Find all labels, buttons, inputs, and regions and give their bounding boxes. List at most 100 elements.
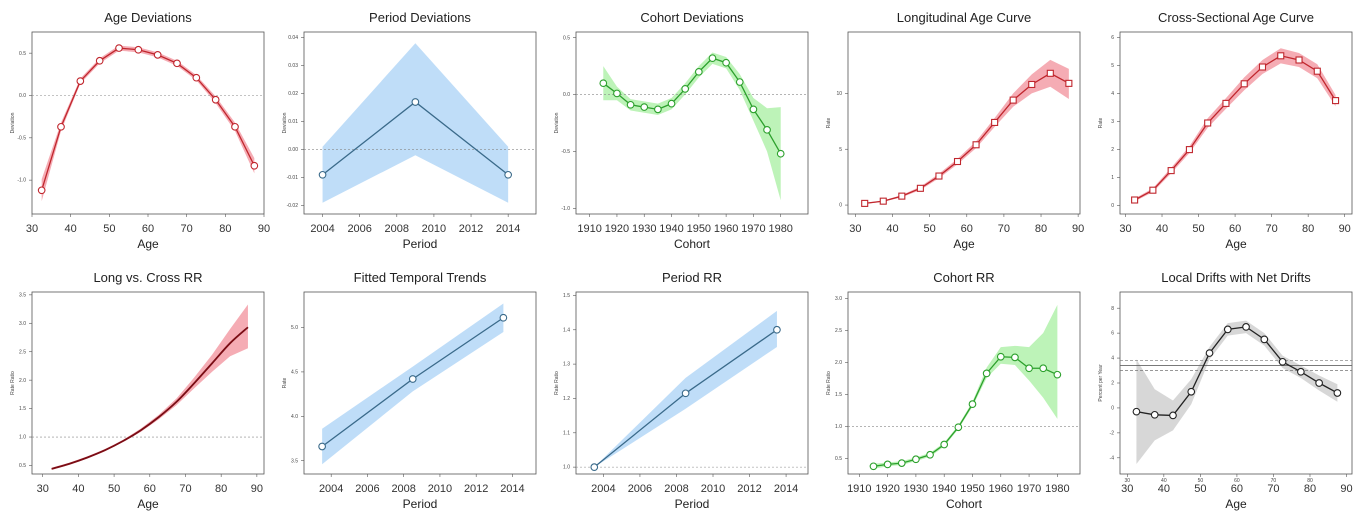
x-tick-label: 40 [65, 223, 77, 235]
data-point [954, 423, 963, 432]
y-axis-label: Rate Ratio [10, 371, 16, 395]
x-tick-label: 30 [26, 223, 38, 235]
confidence-band [1134, 48, 1336, 202]
data-point [599, 79, 608, 88]
y-tick-label: -2 [1110, 430, 1115, 436]
x-tick-label: 2014 [496, 223, 520, 235]
data-point [763, 125, 771, 134]
x-tick-label: 1960 [714, 223, 738, 235]
y-tick-label: 1.2 [563, 396, 570, 402]
data-point [318, 442, 326, 451]
data-point [1131, 196, 1139, 204]
y-tick-label: 1.5 [19, 406, 26, 412]
x-tick-label: 2004 [310, 223, 334, 235]
data-point [776, 149, 785, 158]
plot-frame [847, 291, 1081, 475]
x-tick-label: 90 [1072, 223, 1084, 235]
data-point [1242, 323, 1250, 331]
chart-panel-3: Cohort Deviations -1.0 -0.5 0.0 0.5 1910 1920 1… [544, 0, 816, 260]
y-tick-label: 1.3 [563, 362, 570, 368]
data-point [694, 67, 703, 76]
data-point [1204, 119, 1212, 127]
data-point [681, 85, 690, 93]
x-tick-label: 40 [886, 223, 898, 235]
confidence-band [864, 59, 1069, 204]
y-tick-label: 1.1 [563, 430, 570, 436]
x-tick-label: 60 [144, 483, 156, 495]
data-point [1222, 99, 1230, 107]
data-point [1039, 364, 1048, 373]
x-tick-label: 1940 [659, 223, 683, 235]
series-line [1134, 55, 1337, 201]
y-axis-label: Deviation [554, 112, 560, 133]
chart-panel-1: Age Deviations -1.0 -0.5 0.0 0.5 30 40 50 60 70 80… [0, 0, 272, 260]
data-point [898, 192, 906, 200]
x-tick-label: 1940 [932, 483, 956, 495]
x-tick-label: 2010 [428, 483, 452, 495]
chart-panel-2: Period Deviations -0.02 -0.01 0.00 0.01 0.02 0… [272, 0, 544, 260]
confidence-band [51, 304, 248, 471]
confidence-band [41, 45, 255, 202]
x-tick-label: 1910 [577, 223, 601, 235]
minor-x-tick-label: 30 [1125, 478, 1131, 484]
y-tick-label: 3.5 [19, 292, 26, 298]
data-point [926, 450, 934, 459]
data-point [504, 170, 513, 179]
chart-panel-5: Cross-Sectional Age Curve 0 1 2 3 4 5 6 30 40 50 60… [1088, 0, 1360, 260]
x-tick-label: 1950 [960, 483, 984, 495]
chart-svg: Period RR 1.0 1.1 1.2 1.3 1.4 1.5 2004 2006 2008 2… [554, 270, 809, 511]
x-tick-label: 1980 [1045, 483, 1069, 495]
y-tick-label: 0.0 [563, 92, 570, 98]
data-point [1313, 67, 1321, 75]
data-point [708, 54, 717, 63]
chart-svg: Longitudinal Age Curve 0 5 10 30 40 50 60 70 80 90… [826, 10, 1084, 251]
chart-svg: Cohort RR 0.5 1.0 1.5 2.0 2.5 3.0 1910 1920 1930 1… [826, 270, 1081, 511]
minor-x-tick-label: 70 [1271, 478, 1277, 484]
x-tick-label: 2012 [459, 223, 483, 235]
chart-panel-6: Long vs. Cross RR 0.5 1.0 1.5 2.0 2.5 3.0 3.5 30… [0, 260, 272, 520]
chart-svg: Period Deviations -0.02 -0.01 0.00 0.01 0.02 0… [282, 10, 537, 251]
x-tick-label: 90 [1340, 483, 1352, 495]
data-point [411, 98, 420, 106]
confidence-band [322, 43, 509, 203]
x-tick-label: 2014 [774, 483, 798, 495]
y-tick-label: 4 [1111, 356, 1114, 362]
data-point [192, 73, 201, 82]
y-tick-label: 0.02 [288, 91, 298, 97]
data-point [231, 122, 239, 131]
y-tick-label: 1.5 [563, 293, 570, 299]
chart-title: Cohort Deviations [640, 10, 744, 25]
data-point [879, 197, 887, 205]
minor-x-tick-label: 80 [1307, 478, 1313, 484]
y-tick-label: -0.5 [561, 149, 570, 155]
y-tick-label: 2.5 [19, 349, 26, 355]
data-point [1332, 97, 1340, 105]
x-tick-label: 70 [179, 483, 191, 495]
y-tick-label: 5 [1111, 63, 1114, 69]
plot-frame [575, 291, 809, 475]
chart-svg: Fitted Temporal Trends 3.5 4.0 4.5 5.0 2004 20… [282, 270, 537, 511]
x-tick-label: 50 [108, 483, 120, 495]
x-tick-label: 60 [1231, 483, 1243, 495]
data-point [940, 440, 949, 449]
chart-title: Longitudinal Age Curve [897, 10, 1031, 25]
y-tick-label: -0.02 [287, 203, 299, 209]
y-tick-label: 0 [839, 203, 842, 209]
data-point [722, 58, 730, 67]
data-point [153, 51, 162, 59]
chart-svg: Age Deviations -1.0 -0.5 0.0 0.5 30 40 50 60 70 80… [10, 10, 270, 251]
data-point [76, 77, 85, 85]
x-tick-label: 60 [961, 223, 973, 235]
y-tick-label: 0.04 [288, 35, 298, 41]
minor-x-tick-label: 60 [1234, 478, 1240, 484]
y-tick-label: 0.01 [288, 119, 298, 125]
chart-panel-8: Period RR 1.0 1.1 1.2 1.3 1.4 1.5 2004 2006 2008 2… [544, 260, 816, 520]
confidence-band [1136, 320, 1338, 465]
x-tick-label: 1980 [768, 223, 792, 235]
series-line [41, 47, 255, 191]
y-tick-label: 3.0 [19, 321, 26, 327]
chart-svg: Local Drifts with Net Drifts -4 -2 0 2 4 6 8 30 4… [1098, 270, 1353, 511]
data-point [1223, 325, 1232, 334]
y-tick-label: 1 [1111, 175, 1114, 181]
data-point [1132, 407, 1141, 416]
